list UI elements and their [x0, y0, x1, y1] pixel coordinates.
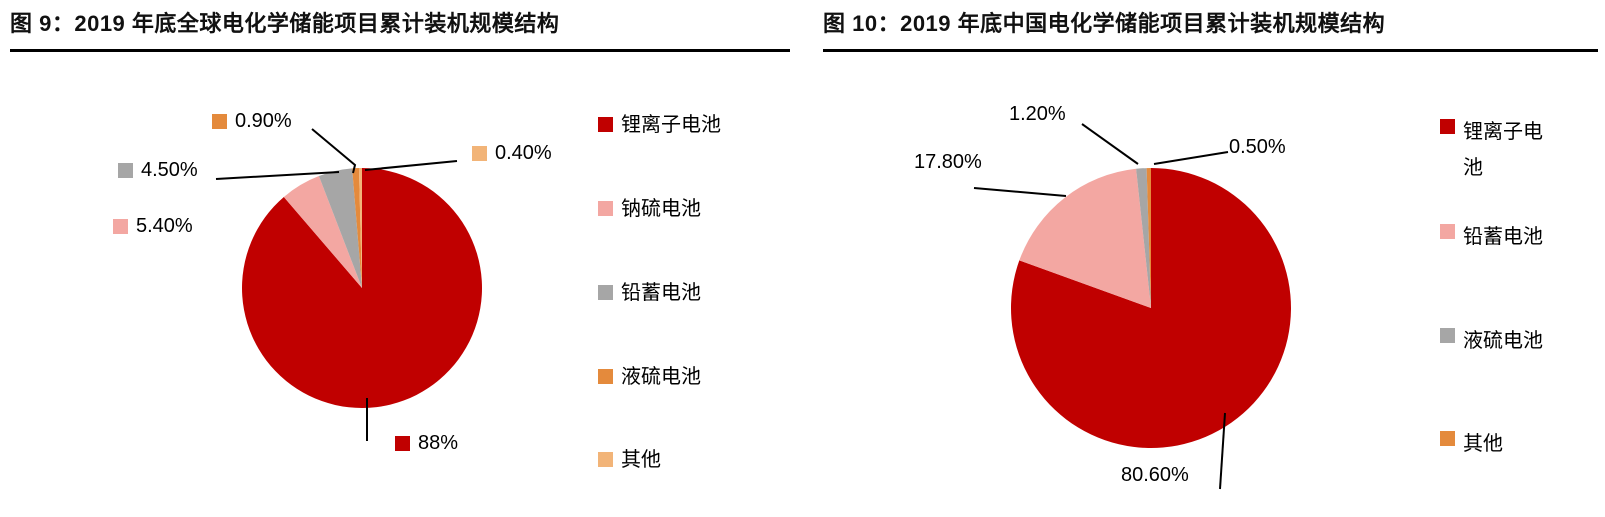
data-label: 4.50% [118, 157, 198, 183]
pie-slice [283, 176, 362, 288]
legend-color-swatch [598, 285, 613, 300]
pie-slice [1146, 168, 1151, 308]
legend-item: 钠硫电池 [598, 196, 701, 222]
pie-chart-global [215, 128, 483, 441]
data-label-text: 1.20% [1009, 103, 1066, 125]
data-label: 88% [395, 430, 458, 456]
data-label-text: 88% [418, 432, 459, 454]
legend-label: 钠硫电池 [621, 198, 701, 220]
data-label-swatch [118, 162, 133, 178]
legend-label: 铅蓄电池 [621, 282, 701, 304]
legend-color-swatch [1440, 224, 1455, 239]
legend-color-swatch [598, 117, 613, 132]
legend-label: 液硫电池 [1463, 330, 1543, 352]
data-label-swatch [113, 218, 128, 234]
leader-line [1081, 123, 1139, 165]
legend-item: 铅蓄电池 [1440, 219, 1547, 255]
data-label-text: 0.40% [495, 142, 552, 164]
legend-item: 锂离子电池 [598, 112, 721, 138]
leader-line [973, 187, 1067, 197]
legend-item: 液硫电池 [598, 364, 701, 390]
leader-line [364, 160, 458, 171]
figure-panel-china: 图 10：2019 年底中国电化学储能项目累计装机规模结构 80.60% 17.8… [823, 0, 1598, 517]
legend-item: 其他 [598, 447, 661, 473]
leader-line [1153, 151, 1229, 165]
data-label: 1.20% [1009, 101, 1066, 127]
legend-color-swatch [598, 452, 613, 467]
pie-chart-china [973, 123, 1291, 490]
data-label-text: 0.50% [1229, 136, 1286, 158]
pie-slice [242, 168, 483, 409]
leader-line [311, 128, 357, 174]
data-label-swatch [395, 435, 410, 451]
data-label: 80.60% [1121, 462, 1189, 488]
legend-label: 其他 [621, 449, 661, 471]
legend-item: 铅蓄电池 [598, 280, 701, 306]
legend-label: 铅蓄电池 [1463, 226, 1543, 248]
title-underline [823, 49, 1598, 52]
legend-color-swatch [598, 369, 613, 384]
data-label-text: 80.60% [1121, 464, 1189, 486]
data-label: 5.40% [113, 213, 193, 239]
pie-slice [318, 168, 362, 288]
pie-slice [352, 168, 362, 288]
data-label-swatch [472, 145, 487, 161]
data-label-text: 17.80% [914, 151, 982, 173]
legend-label: 液硫电池 [621, 366, 701, 388]
pie-slice [358, 168, 362, 288]
legend-color-swatch [1440, 119, 1455, 134]
leader-line [1219, 412, 1226, 490]
data-label-text: 0.90% [235, 110, 292, 132]
legend-label: 锂离子电池 [1463, 121, 1543, 179]
data-label: 0.40% [472, 140, 552, 166]
legend-item: 锂离子电池 [1440, 114, 1547, 186]
legend-item: 液硫电池 [1440, 323, 1547, 359]
figure-title: 图 9：2019 年底全球电化学储能项目累计装机规模结构 [10, 11, 560, 36]
data-label-text: 4.50% [141, 159, 198, 181]
legend-label: 锂离子电池 [621, 114, 721, 136]
legend-color-swatch [598, 201, 613, 216]
legend-item: 其他 [1440, 426, 1547, 462]
legend-color-swatch [1440, 431, 1455, 446]
leader-line [215, 171, 340, 180]
pie-slice [1019, 168, 1151, 308]
pie-slice [1010, 168, 1291, 448]
pie-slice [1136, 168, 1151, 308]
figure-panel-global: 图 9：2019 年底全球电化学储能项目累计装机规模结构 88% 5.40% 4.5… [10, 0, 790, 517]
data-label: 17.80% [914, 149, 982, 175]
legend-color-swatch [1440, 328, 1455, 343]
title-underline [10, 49, 790, 52]
data-label-swatch [212, 113, 227, 129]
figure-title: 图 10：2019 年底中国电化学储能项目累计装机规模结构 [823, 11, 1386, 36]
data-label-text: 5.40% [136, 215, 193, 237]
legend-label: 其他 [1463, 433, 1503, 455]
data-label: 0.90% [212, 108, 292, 134]
data-label: 0.50% [1229, 134, 1286, 160]
